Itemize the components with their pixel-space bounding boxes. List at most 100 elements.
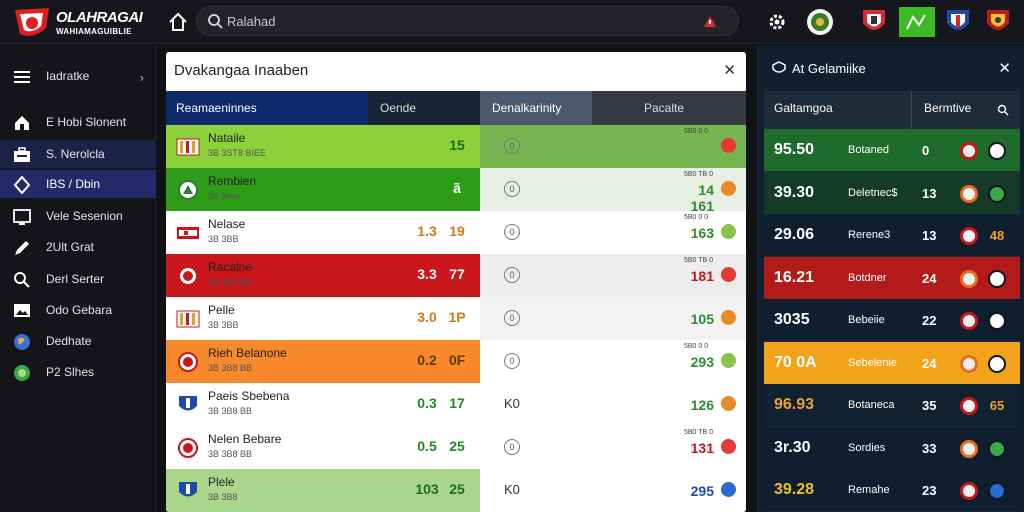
- market-radio[interactable]: 0: [504, 267, 520, 283]
- ranking-name: Sebelenie: [848, 356, 897, 369]
- team-name: Nelase: [208, 217, 246, 231]
- odds-value[interactable]: 181: [690, 268, 714, 284]
- team-crest-icon: [988, 354, 1006, 373]
- search-bar[interactable]: Ralahad: [196, 6, 739, 36]
- row-left-bg: [166, 340, 480, 383]
- close-icon[interactable]: ✕: [723, 62, 736, 79]
- score-1: 0.5: [417, 438, 437, 454]
- row-left-bg: [166, 211, 480, 254]
- team-crest-icon: [988, 482, 1006, 500]
- market-label[interactable]: K0: [504, 396, 520, 411]
- sidebar-item-slhes[interactable]: P2 Slhes: [0, 358, 156, 386]
- header-cell[interactable]: Galtamgoa: [774, 101, 833, 115]
- ranking-extra: 65: [989, 398, 1005, 413]
- header-cell[interactable]: Denalkarinity: [480, 91, 592, 125]
- club-crest-blue-icon[interactable]: [944, 7, 972, 37]
- odds-value[interactable]: 293: [690, 354, 714, 370]
- match-row[interactable]: Nelen Bebare 3B 3B8 BB 0.5 25 0 5B0 TB 0 131: [166, 426, 746, 469]
- ranking-row[interactable]: 39.28 Remahe 23: [764, 469, 1020, 512]
- table-header: Reamaeninnes Oende Denalkarinity Pacalte: [166, 91, 746, 125]
- alert-icon[interactable]: [702, 14, 718, 30]
- club-red-icon: [176, 352, 200, 372]
- match-row[interactable]: Pelle 3B 3BB 3.0 1P 0 105: [166, 297, 746, 340]
- market-radio[interactable]: 0: [504, 353, 520, 369]
- ranking-row[interactable]: 39.30 Deletnec$ 13: [764, 171, 1020, 215]
- search-icon: [14, 272, 30, 288]
- sidebar-item-dedhate[interactable]: Dedhate: [0, 327, 156, 355]
- sidebar-item-home[interactable]: E Hobi Slonent: [0, 108, 156, 136]
- header-cell[interactable]: Oende: [368, 91, 480, 125]
- shield-blue-icon: [176, 395, 200, 415]
- team-sub: 3B 3B8: [208, 492, 238, 502]
- ranking-row[interactable]: 96.93 Botaneca 35 65: [764, 384, 1020, 427]
- market-label[interactable]: K0: [504, 482, 520, 497]
- sidebar-item-dbin[interactable]: IBS / Dbin: [0, 170, 156, 198]
- ranking-row[interactable]: 16.21 Botdner 24: [764, 256, 1020, 300]
- market-radio[interactable]: 0: [504, 138, 520, 154]
- odds-value[interactable]: 126: [690, 397, 714, 413]
- close-icon[interactable]: ✕: [998, 60, 1011, 77]
- score-2: 19: [449, 223, 465, 239]
- odds-value[interactable]: 163: [690, 225, 714, 241]
- sidebar-item-sesenion[interactable]: Vele Sesenion: [0, 202, 156, 230]
- market-radio[interactable]: 0: [504, 224, 520, 240]
- ranking-row[interactable]: 70 0A Sebelenie 24: [764, 341, 1020, 385]
- match-row[interactable]: Racalne 3B 3B8 BB 3.3 77 0 5B0 TB 0 181: [166, 254, 746, 297]
- ranking-value: 70 0A: [774, 353, 817, 371]
- logo-title: OLAHRAGAI: [56, 9, 143, 26]
- market-radio[interactable]: 0: [504, 310, 520, 326]
- header-cell[interactable]: Bermtive: [924, 101, 972, 115]
- app-logo[interactable]: OLAHRAGAI WAHIAMAGUIBLIE: [12, 4, 152, 42]
- match-row[interactable]: Nataile 3B 3ST8 BIEE 15 0 5B0 0 0: [166, 125, 746, 168]
- match-row[interactable]: Rieh Belanone 3B 3B8 BB 0.2 0F 0 5B0 0 0 293: [166, 340, 746, 383]
- match-row[interactable]: Plele 3B 3B8 103 25 K0 295: [166, 469, 746, 512]
- ranking-count: 24: [922, 355, 937, 371]
- odds-value[interactable]: 131: [690, 440, 714, 456]
- search-input[interactable]: Ralahad: [227, 14, 276, 29]
- team-sub: 3B 3BB: [208, 320, 239, 330]
- stats-toggle-icon[interactable]: [899, 7, 935, 37]
- team-crest-icon: [988, 184, 1006, 203]
- match-row[interactable]: Nelase 3B 3BB 1.3 19 0 5B0 0 0 163: [166, 211, 746, 254]
- home-icon[interactable]: [167, 11, 189, 33]
- ranking-count: 13: [922, 228, 937, 243]
- sidebar-item-gebara[interactable]: Odo Gebara: [0, 296, 156, 324]
- sidebar-item-menu[interactable]: Iadratke ›: [0, 62, 156, 90]
- match-row[interactable]: Paeis Sbebena 3B 3B8 BB 0.3 17 K0 126: [166, 383, 746, 426]
- ranking-value: 3035: [774, 311, 810, 328]
- club-crest-red-icon[interactable]: [860, 7, 888, 37]
- gear-icon[interactable]: [765, 7, 793, 37]
- odds-team-icon: [721, 396, 736, 411]
- odds-caption: 5B0 TB 0: [684, 429, 714, 436]
- panel-title: Dvakangaa Inaaben: [174, 62, 309, 79]
- match-row[interactable]: Rembien 3e 3ese ã 0 5B0 TB 0 14 161: [166, 168, 746, 214]
- sidebar-item-label: Odo Gebara: [46, 303, 113, 317]
- market-radio[interactable]: 0: [504, 439, 520, 455]
- search-icon[interactable]: [997, 104, 1009, 116]
- score-2: 0F: [448, 352, 466, 368]
- ranking-row[interactable]: 95.50 Botaned 0: [764, 129, 1020, 172]
- odds-value[interactable]: 14 161: [690, 182, 714, 214]
- sidebar-item-label: Iadratke: [46, 69, 90, 83]
- ranking-row[interactable]: 3035 Bebeiie 22: [764, 299, 1020, 342]
- sidebar-item-label: E Hobi Slonent: [46, 115, 127, 129]
- sidebar-item-serter[interactable]: Derl Serter: [0, 265, 156, 293]
- market-radio[interactable]: 0: [504, 181, 520, 197]
- ranking-row[interactable]: 29.06 Rerene3 13 48: [764, 214, 1020, 257]
- header-cell[interactable]: Pacalte: [592, 91, 746, 125]
- club-badge-icon[interactable]: [806, 7, 834, 37]
- top-bar: OLAHRAGAI WAHIAMAGUIBLIE Ralahad: [0, 0, 1024, 44]
- score-1: 0.2: [417, 352, 437, 368]
- shield-icon: [772, 61, 786, 73]
- header-cell[interactable]: Reamaeninnes: [166, 91, 368, 125]
- score-2: 1P: [448, 309, 466, 325]
- odds-value[interactable]: 295: [690, 483, 714, 499]
- score-1: 3.3: [417, 266, 437, 282]
- row-left-bg: [166, 383, 480, 426]
- ranking-row[interactable]: 3r.30 Sordies 33: [764, 426, 1020, 470]
- sidebar-item-grat[interactable]: 2Ult Grat: [0, 233, 156, 261]
- sidebar-item-nerolcla[interactable]: S. Nerolcla: [0, 140, 156, 168]
- odds-value[interactable]: 105: [690, 311, 714, 327]
- club-crest-dark-icon[interactable]: [984, 7, 1012, 37]
- sidebar-item-label: Derl Serter: [46, 272, 105, 286]
